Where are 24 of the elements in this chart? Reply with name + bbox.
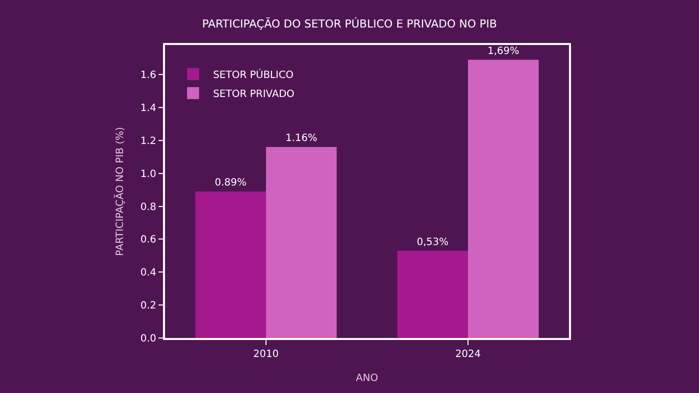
bar bbox=[266, 147, 337, 338]
x-tick-label: 2024 bbox=[455, 348, 481, 360]
bar bbox=[397, 250, 468, 338]
y-tick-label: 1.4 bbox=[140, 103, 156, 114]
bar bbox=[468, 60, 539, 338]
bar bbox=[195, 192, 266, 338]
y-tick-label: 1.6 bbox=[140, 70, 156, 82]
y-tick-label: 1.0 bbox=[140, 168, 156, 180]
data-label: 1.16% bbox=[285, 133, 318, 144]
y-tick-label: 0.4 bbox=[140, 268, 156, 279]
data-label: 0,53% bbox=[416, 236, 449, 248]
y-axis-title: PARTICIPAÇÃO NO PIB (%) bbox=[112, 126, 126, 256]
chart-title: PARTICIPAÇÃO DO SETOR PÚBLICO E PRIVADO NO PIB bbox=[202, 16, 497, 30]
y-tick-label: 0.8 bbox=[140, 202, 156, 213]
y-tick-label: 0.2 bbox=[140, 300, 156, 312]
y-tick-label: 0.0 bbox=[140, 334, 156, 344]
data-label: 0.89% bbox=[214, 178, 247, 188]
legend-label: SETOR PRIVADO bbox=[213, 89, 295, 100]
y-tick-label: 0.6 bbox=[140, 234, 156, 246]
legend-label: SETOR PÚBLICO bbox=[213, 68, 294, 82]
y-tick-label: 1.2 bbox=[140, 136, 156, 147]
x-axis-title: ANO bbox=[356, 372, 378, 384]
x-tick-label: 2010 bbox=[253, 348, 279, 360]
data-label: 1,69% bbox=[487, 46, 520, 57]
